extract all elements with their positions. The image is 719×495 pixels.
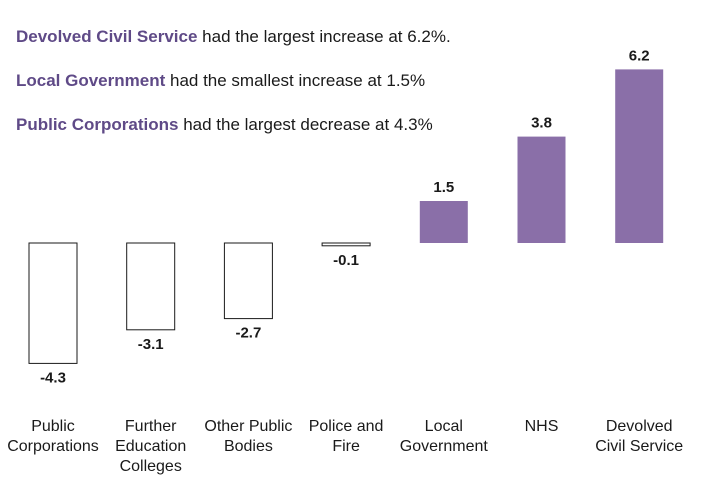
- annotation-2: Local Government had the smallest increa…: [16, 71, 425, 91]
- category-label-1: Further Education Colleges: [115, 418, 186, 475]
- category-label-6: Devolved Civil Service: [595, 418, 683, 455]
- category-label-3: Police and Fire: [309, 418, 384, 455]
- value-label-2: -2.7: [235, 325, 261, 342]
- category-label-0: Public Corporations: [7, 418, 99, 455]
- bar-0: [28, 242, 78, 364]
- annotation-1-text: had the largest increase at 6.2%.: [197, 27, 451, 46]
- value-label-5: 3.8: [531, 115, 552, 132]
- bar-3: [321, 242, 371, 247]
- value-label-1: -3.1: [138, 336, 164, 353]
- category-label-4: Local Government: [400, 418, 489, 455]
- value-label-0: -4.3: [40, 369, 66, 386]
- bar-5: [517, 136, 566, 243]
- category-label-2: Other Public Bodies: [204, 418, 292, 455]
- bar-1: [126, 242, 176, 331]
- value-label-3: -0.1: [333, 252, 359, 269]
- category-label-5: NHS: [525, 418, 559, 435]
- annotation-2-text: had the smallest increase at 1.5%: [165, 71, 426, 90]
- bar-2: [223, 242, 273, 320]
- value-label-4: 1.5: [433, 179, 454, 196]
- annotation-3-text: had the largest decrease at 4.3%: [178, 115, 433, 134]
- annotation-2-highlight: Local Government: [16, 71, 166, 90]
- annotation-1: Devolved Civil Service had the largest i…: [16, 27, 451, 47]
- bar-4: [419, 201, 468, 243]
- annotation-1-highlight: Devolved Civil Service: [16, 27, 198, 46]
- annotation-3: Public Corporations had the largest decr…: [16, 115, 433, 135]
- annotation-3-highlight: Public Corporations: [16, 115, 179, 134]
- bar-6: [615, 69, 664, 244]
- value-label-6: 6.2: [629, 47, 650, 64]
